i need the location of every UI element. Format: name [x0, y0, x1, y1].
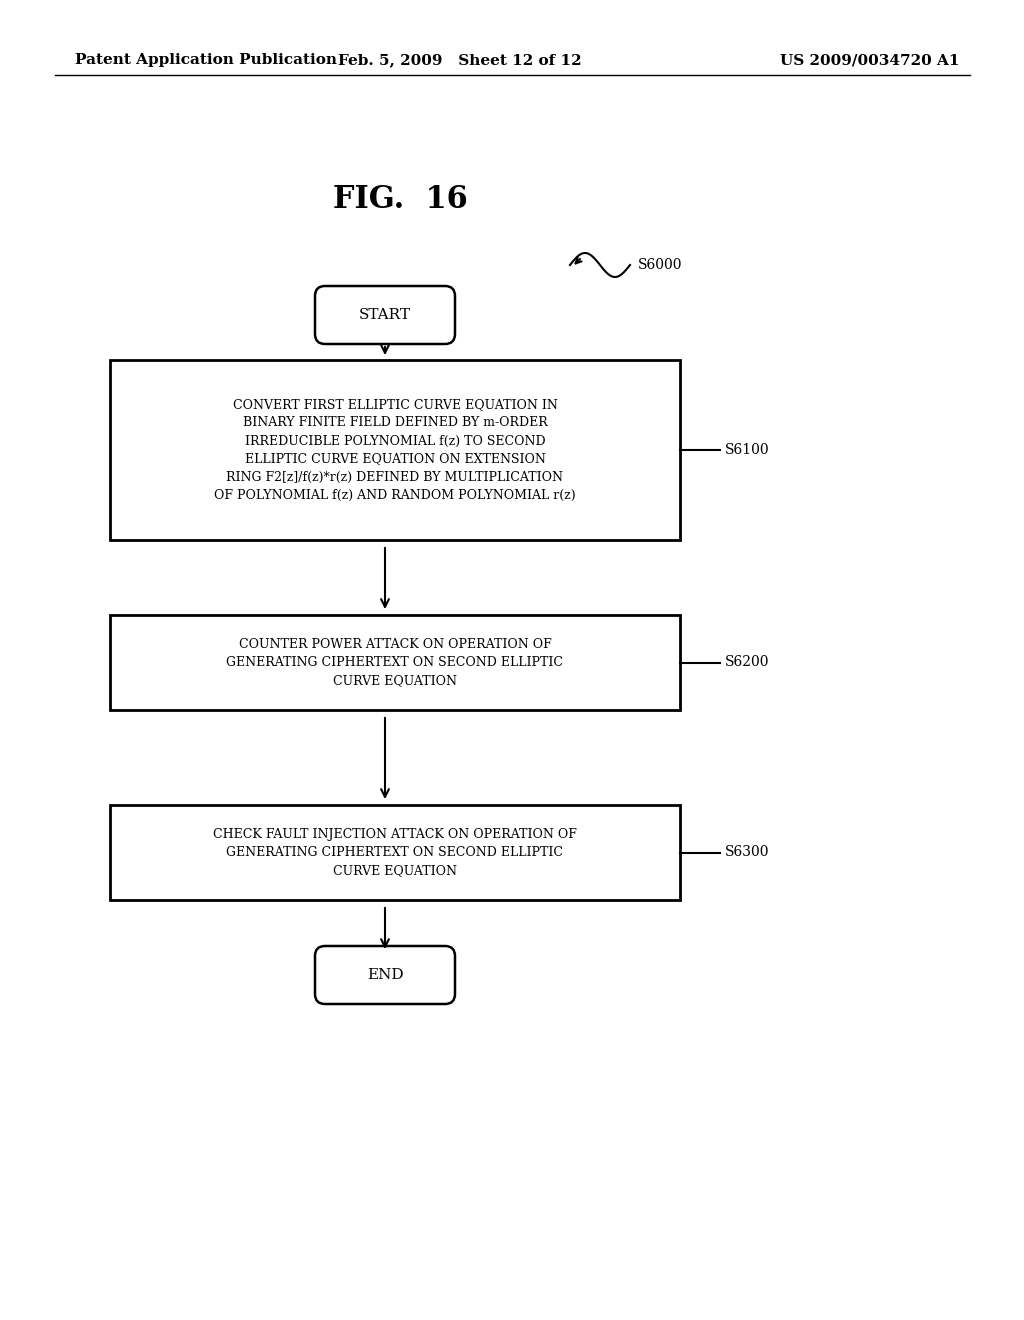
Text: END: END	[367, 968, 403, 982]
FancyBboxPatch shape	[315, 946, 455, 1005]
Text: S6200: S6200	[725, 656, 769, 669]
Text: COUNTER POWER ATTACK ON OPERATION OF
GENERATING CIPHERTEXT ON SECOND ELLIPTIC
CU: COUNTER POWER ATTACK ON OPERATION OF GEN…	[226, 638, 563, 686]
Text: S6300: S6300	[725, 846, 769, 859]
Text: US 2009/0034720 A1: US 2009/0034720 A1	[780, 53, 961, 67]
FancyBboxPatch shape	[110, 360, 680, 540]
FancyBboxPatch shape	[110, 615, 680, 710]
FancyBboxPatch shape	[110, 805, 680, 900]
FancyBboxPatch shape	[315, 286, 455, 345]
Text: Feb. 5, 2009   Sheet 12 of 12: Feb. 5, 2009 Sheet 12 of 12	[338, 53, 582, 67]
Text: FIG.  16: FIG. 16	[333, 185, 467, 215]
Text: START: START	[359, 308, 411, 322]
Text: S6000: S6000	[638, 257, 683, 272]
Text: CHECK FAULT INJECTION ATTACK ON OPERATION OF
GENERATING CIPHERTEXT ON SECOND ELL: CHECK FAULT INJECTION ATTACK ON OPERATIO…	[213, 828, 577, 876]
Text: S6100: S6100	[725, 444, 770, 457]
Text: Patent Application Publication: Patent Application Publication	[75, 53, 337, 67]
Text: CONVERT FIRST ELLIPTIC CURVE EQUATION IN
BINARY FINITE FIELD DEFINED BY m-ORDER
: CONVERT FIRST ELLIPTIC CURVE EQUATION IN…	[214, 399, 575, 502]
